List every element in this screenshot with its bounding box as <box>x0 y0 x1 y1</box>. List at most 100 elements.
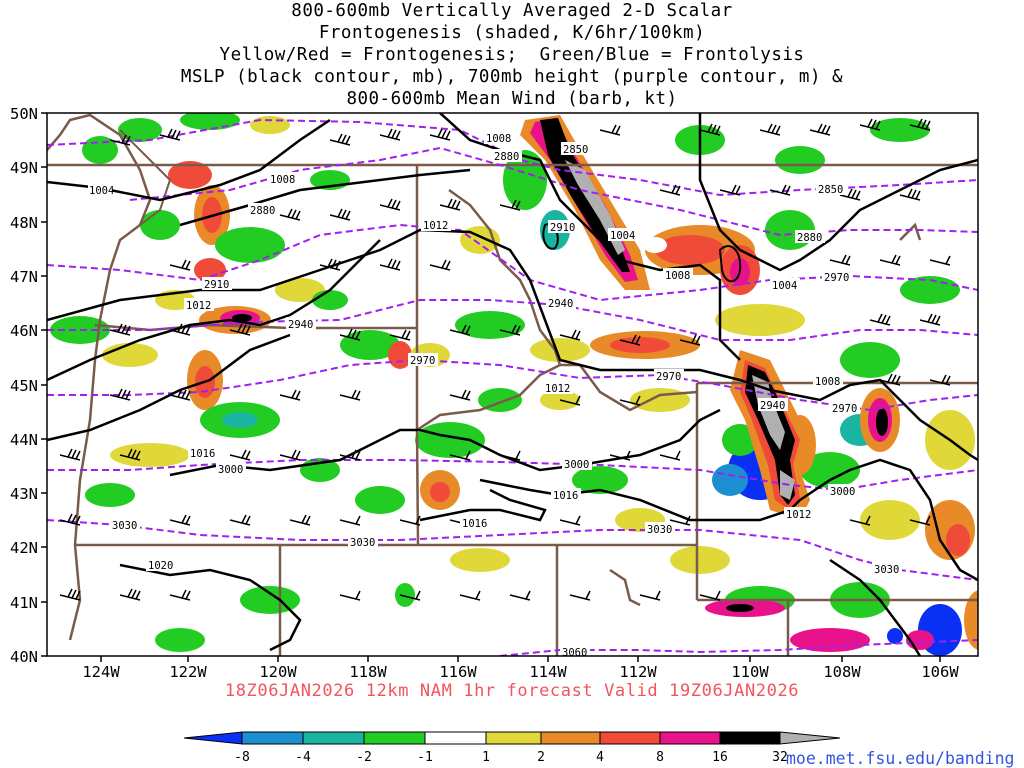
mslp-contour-label: 1012 <box>184 298 214 312</box>
svg-text:2940: 2940 <box>760 400 785 412</box>
colorbar-label: -1 <box>417 750 433 765</box>
svg-text:1020: 1020 <box>148 560 173 572</box>
mslp-contour-label: 1004 <box>88 183 114 197</box>
svg-text:1012: 1012 <box>186 300 211 312</box>
svg-text:2850: 2850 <box>818 184 843 196</box>
lat-label: 43N <box>10 485 38 503</box>
lon-label: 116W <box>439 663 477 681</box>
svg-text:2910: 2910 <box>204 279 229 291</box>
lon-label: 108W <box>823 663 861 681</box>
forecast-valid-time: 18Z06JAN2026 12km NAM 1hr forecast Valid… <box>224 681 800 701</box>
colorbar-segment <box>659 731 721 745</box>
height-contour-label: 2880 <box>492 149 522 163</box>
height-contour-label: 2910 <box>548 220 578 234</box>
height-contour-label: 2850 <box>816 182 846 196</box>
svg-text:1008: 1008 <box>270 174 295 186</box>
contour-labels: 1008 1004 1004 1008 1012 1008 1004 1008 … <box>88 131 902 659</box>
colorbar-label: 4 <box>596 750 604 765</box>
svg-text:3060: 3060 <box>562 647 587 659</box>
height-contour-label: 3030 <box>872 562 902 576</box>
lat-label: 40N <box>10 648 38 666</box>
colorbar-segment <box>363 731 426 745</box>
svg-text:1016: 1016 <box>553 490 578 502</box>
mslp-contour-label: 1004 <box>770 278 800 292</box>
title-line-5: 800-600mb Mean Wind (barb, kt) <box>346 89 678 109</box>
svg-text:2970: 2970 <box>410 355 435 367</box>
height-contour-label: 3030 <box>110 518 140 532</box>
svg-text:2880: 2880 <box>797 232 822 244</box>
svg-text:1016: 1016 <box>190 448 215 460</box>
lat-label: 49N <box>10 159 38 177</box>
svg-text:3030: 3030 <box>112 520 137 532</box>
svg-text:3030: 3030 <box>874 564 899 576</box>
height-contour-label: 3000 <box>828 484 858 498</box>
svg-text:1016: 1016 <box>462 518 487 530</box>
colorbar-segment <box>599 731 661 745</box>
colorbar-label: -8 <box>234 750 250 765</box>
svg-text:3000: 3000 <box>564 459 589 471</box>
mslp-contour-label: 1016 <box>188 446 218 460</box>
height-contour-label: 2970 <box>654 369 684 383</box>
mslp-contour-label: 1020 <box>146 558 176 572</box>
lat-label: 41N <box>10 594 38 612</box>
svg-text:2850: 2850 <box>563 144 588 156</box>
lat-label: 42N <box>10 539 38 557</box>
lon-label: 118W <box>349 663 387 681</box>
lon-label: 122W <box>169 663 207 681</box>
height-contour-label: 2970 <box>408 353 438 367</box>
height-contour-label: 3030 <box>348 535 378 549</box>
mslp-contour-label: 1008 <box>484 131 514 145</box>
mslp-contour-label: 1012 <box>784 507 814 521</box>
height-contour-label: 3000 <box>562 457 592 471</box>
colorbar: -8 -4 -2 -1 1 2 4 8 16 32 <box>183 731 841 765</box>
colorbar-segment <box>779 731 841 745</box>
lon-label: 124W <box>82 663 120 681</box>
lat-label: 44N <box>10 431 38 449</box>
svg-text:3000: 3000 <box>218 464 243 476</box>
svg-text:1004: 1004 <box>772 280 797 292</box>
height-contour-label: 2880 <box>795 230 825 244</box>
svg-text:2940: 2940 <box>548 298 573 310</box>
lat-label: 50N <box>10 105 38 123</box>
height-contour-label: 2880 <box>248 203 278 217</box>
map-plot-area: 1008 1004 1004 1008 1012 1008 1004 1008 … <box>47 113 978 659</box>
svg-text:1004: 1004 <box>89 185 114 197</box>
mslp-contour-label: 1008 <box>813 374 843 388</box>
height-contour-label: 3000 <box>216 462 246 476</box>
plot-title: 800-600mb Vertically Averaged 2-D Scalar… <box>0 0 1024 110</box>
height-contour-label: 2850 <box>561 142 591 156</box>
mslp-contour-label: 1008 <box>268 172 298 186</box>
title-line-1: 800-600mb Vertically Averaged 2-D Scalar <box>291 1 733 21</box>
colorbar-label: -2 <box>356 750 372 765</box>
height-contour-label: 2970 <box>830 401 860 415</box>
colorbar-segment <box>719 731 781 745</box>
lon-label: 120W <box>259 663 297 681</box>
mslp-contour-label: 1008 <box>663 268 693 282</box>
svg-text:2880: 2880 <box>250 205 275 217</box>
mslp-contour-label: 1016 <box>460 516 490 530</box>
svg-text:3000: 3000 <box>830 486 855 498</box>
svg-text:1008: 1008 <box>486 133 511 145</box>
svg-text:1012: 1012 <box>786 509 811 521</box>
mslp-contour-label: 1004 <box>608 228 638 242</box>
lat-label: 45N <box>10 377 38 395</box>
height-contour-label: 2910 <box>202 277 232 291</box>
colorbar-segment <box>241 731 304 745</box>
svg-text:1008: 1008 <box>665 270 690 282</box>
height-contour-label: 2940 <box>546 296 576 310</box>
title-line-4: MSLP (black contour, mb), 700mb height (… <box>180 67 844 87</box>
lat-label: 47N <box>10 268 38 286</box>
svg-text:2940: 2940 <box>288 319 313 331</box>
wind-barbs <box>59 118 951 601</box>
colorbar-label: -4 <box>295 750 311 765</box>
title-line-2: Frontogenesis (shaded, K/6hr/100km) <box>318 23 706 43</box>
mslp-contour-label: 1012 <box>543 381 573 395</box>
svg-text:2970: 2970 <box>824 272 849 284</box>
colorbar-label: 32 <box>772 750 788 765</box>
height-contour-label: 2940 <box>286 317 316 331</box>
colorbar-label: 2 <box>537 750 545 765</box>
height-contour-label: 2940 <box>758 398 788 412</box>
colorbar-label: 1 <box>482 750 490 765</box>
svg-text:2910: 2910 <box>550 222 575 234</box>
